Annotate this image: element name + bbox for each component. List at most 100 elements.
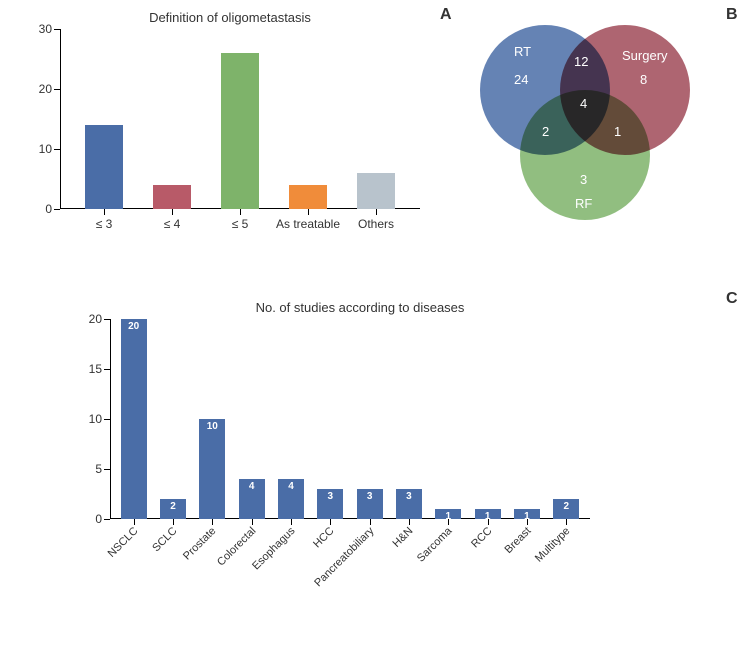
panel-c-bar: 1 [475, 509, 501, 519]
panel-c-bar-value: 3 [367, 491, 373, 502]
panel-c-xtick [409, 519, 410, 525]
panel-c-xlabel: Breast [503, 525, 534, 556]
panel-c-bar: 2 [553, 499, 579, 519]
panel-c-barwrap: 1 [435, 509, 461, 519]
venn-label-rt: RT [514, 44, 531, 59]
panel-c-bar: 3 [396, 489, 422, 519]
panel-c-xtick [173, 519, 174, 525]
panel-c-xtick [212, 519, 213, 525]
panel-c-plot: 0510152020210443331112NSCLCSCLCProstateC… [110, 319, 590, 519]
panel-a-xlabel: ≤ 4 [164, 217, 181, 231]
panel-a-bar [357, 173, 395, 209]
panel-c-ylabel: 10 [76, 412, 102, 426]
panel-c-xtick [291, 519, 292, 525]
panel-c-bar-value: 3 [406, 491, 412, 502]
panel-c-ylabel: 5 [76, 462, 102, 476]
panel-a-ylabel: 30 [26, 22, 52, 36]
panel-c-xlabel: SCLC [150, 525, 179, 554]
panel-c-barwrap: 20 [121, 319, 147, 519]
venn-label-rf: RF [575, 196, 592, 211]
panel-c-xtick [252, 519, 253, 525]
panel-b: RTSurgeryRF248312214 [470, 10, 720, 250]
panel-c-bar-value: 2 [563, 501, 569, 512]
panel-a-bars [60, 29, 420, 209]
panel-c-xlabel: NSCLC [105, 525, 140, 560]
panel-a-xtick [308, 209, 309, 215]
panel-c-barwrap: 4 [239, 479, 265, 519]
venn-diagram: RTSurgeryRF248312214 [470, 20, 700, 230]
venn-region-rt_surgery_rf: 4 [580, 96, 587, 111]
panel-c-bar: 2 [160, 499, 186, 519]
panel-c-xtick [370, 519, 371, 525]
panel-c-barwrap: 2 [553, 499, 579, 519]
panel-a-xlabel: As treatable [276, 217, 340, 231]
panel-c-xtick [134, 519, 135, 525]
panel-c-xlabel: RCC [469, 525, 494, 550]
panel-c-barwrap: 3 [396, 489, 422, 519]
venn-region-rt_surgery: 12 [574, 54, 588, 69]
panel-c-title: No. of studies according to diseases [60, 300, 660, 315]
panel-c-bar-value: 20 [128, 321, 139, 332]
panel-a-xlabel: ≤ 3 [96, 217, 113, 231]
venn-region-rt_only: 24 [514, 72, 528, 87]
venn-region-rt_rf: 2 [542, 124, 549, 139]
panel-c-xlabel: Sarcoma [415, 525, 455, 565]
panel-letter-c: C [726, 290, 738, 308]
panel-a-ylabel: 20 [26, 82, 52, 96]
panel-c-xlabel: HCC [311, 525, 336, 550]
panel-c-bar-value: 3 [328, 491, 334, 502]
panel-c-barwrap: 10 [199, 419, 225, 519]
panel-c-bar: 1 [435, 509, 461, 519]
panel-c-ytick [104, 519, 110, 520]
panel-c-xtick [330, 519, 331, 525]
figure-page: A B C Definition of oligometastasis 0102… [0, 0, 748, 651]
panel-c-barwrap: 3 [357, 489, 383, 519]
venn-region-surgery_rf: 1 [614, 124, 621, 139]
venn-region-rf_only: 3 [580, 172, 587, 187]
panel-c-bar-value: 2 [170, 501, 176, 512]
panel-c-bar-value: 4 [288, 481, 294, 492]
panel-c-barwrap: 4 [278, 479, 304, 519]
panel-c-xtick [566, 519, 567, 525]
venn-region-surgery_only: 8 [640, 72, 647, 87]
panel-c-barwrap: 3 [317, 489, 343, 519]
panel-c-xlabel: Multitype [533, 525, 573, 565]
panel-c-xlabel: H&N [391, 525, 416, 550]
panel-c-barwrap: 2 [160, 499, 186, 519]
panel-a-xtick [376, 209, 377, 215]
panel-c-xtick [488, 519, 489, 525]
panel-a: Definition of oligometastasis 0102030≤ 3… [20, 10, 440, 260]
panel-c-xlabel: Prostate [181, 525, 218, 562]
panel-letter-a: A [440, 6, 452, 24]
panel-c-bars: 20 2 10 4 4 3 3 3 1 1 1 2 [110, 319, 590, 519]
panel-c-bar: 4 [239, 479, 265, 519]
panel-a-ylabel: 10 [26, 142, 52, 156]
panel-letter-b: B [726, 6, 738, 24]
panel-c-ylabel: 20 [76, 312, 102, 326]
panel-c-ylabel: 0 [76, 512, 102, 526]
panel-c-bar: 3 [317, 489, 343, 519]
panel-c-bar: 10 [199, 419, 225, 519]
panel-a-title: Definition of oligometastasis [20, 10, 440, 25]
panel-c-barwrap: 1 [475, 509, 501, 519]
panel-c-ylabel: 15 [76, 362, 102, 376]
panel-a-bar [85, 125, 123, 209]
panel-a-plot: 0102030≤ 3≤ 4≤ 5As treatableOthers [60, 29, 420, 209]
panel-c-bar-value: 10 [207, 421, 218, 432]
panel-a-xtick [240, 209, 241, 215]
panel-c-bar: 3 [357, 489, 383, 519]
panel-c-xtick [448, 519, 449, 525]
panel-c-bar: 20 [121, 319, 147, 519]
panel-a-xtick [104, 209, 105, 215]
panel-a-xtick [172, 209, 173, 215]
panel-a-ytick [54, 209, 60, 210]
panel-a-bar [153, 185, 191, 209]
panel-a-bar [221, 53, 259, 209]
panel-c-bar: 1 [514, 509, 540, 519]
panel-c-bar: 4 [278, 479, 304, 519]
panel-c: No. of studies according to diseases 0 5 1… [60, 300, 660, 630]
panel-a-xlabel: Others [358, 217, 394, 231]
panel-c-xtick [527, 519, 528, 525]
panel-a-bar [289, 185, 327, 209]
panel-a-ylabel: 0 [26, 202, 52, 216]
